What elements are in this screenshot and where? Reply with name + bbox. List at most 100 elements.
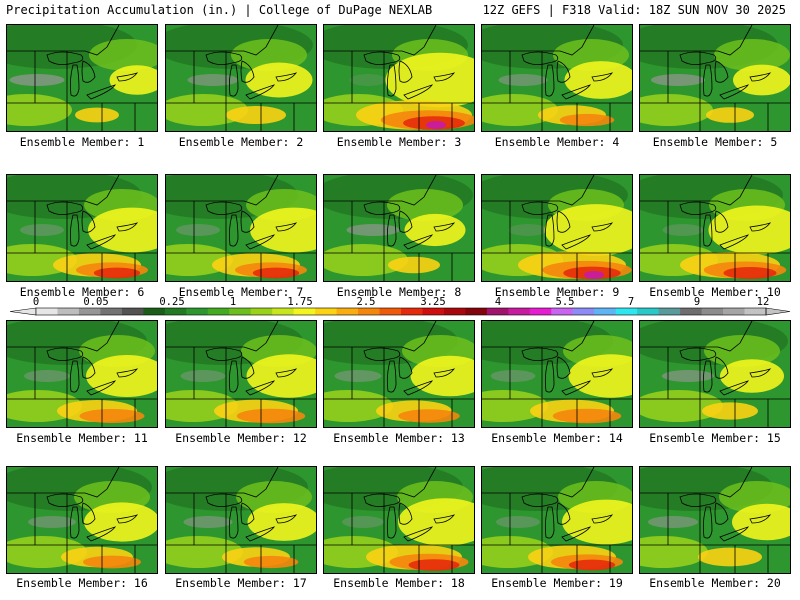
legend-swatch bbox=[164, 308, 187, 315]
ensemble-member-map bbox=[639, 466, 791, 574]
legend-swatch bbox=[701, 308, 724, 315]
precip-field bbox=[324, 321, 474, 427]
ensemble-member-map bbox=[165, 320, 317, 428]
ensemble-member-label: Ensemble Member: 5 bbox=[652, 135, 778, 149]
precip-field bbox=[7, 467, 157, 573]
precip-field bbox=[7, 25, 157, 131]
legend-swatch bbox=[637, 308, 660, 315]
ensemble-member-map bbox=[481, 174, 633, 282]
ensemble-member-label: Ensemble Member: 15 bbox=[649, 431, 781, 445]
legend-tick: 1 bbox=[229, 296, 237, 308]
legend-tick: 3.25 bbox=[420, 296, 446, 308]
legend-tick: 5.5 bbox=[555, 296, 575, 308]
legend-swatch bbox=[508, 308, 531, 315]
legend-tick: 0.05 bbox=[83, 296, 109, 308]
precip-field bbox=[640, 25, 790, 131]
precip-field bbox=[324, 175, 474, 281]
legend-swatch bbox=[680, 308, 702, 315]
ensemble-member-label: Ensemble Member: 2 bbox=[178, 135, 304, 149]
map-outlines bbox=[324, 25, 474, 131]
map-outlines bbox=[482, 467, 632, 573]
ensemble-member-label: Ensemble Member: 1 bbox=[19, 135, 145, 149]
legend-swatch bbox=[315, 308, 337, 315]
precip-field bbox=[166, 25, 316, 131]
legend-swatch bbox=[121, 308, 144, 315]
ensemble-member-label: Ensemble Member: 4 bbox=[494, 135, 620, 149]
ensemble-member-map bbox=[323, 320, 475, 428]
precip-field bbox=[324, 467, 474, 573]
ensemble-member-map bbox=[323, 174, 475, 282]
ensemble-member-label: Ensemble Member: 8 bbox=[336, 285, 462, 299]
ensemble-member-label: Ensemble Member: 7 bbox=[178, 285, 304, 299]
legend-tick: 0 bbox=[32, 296, 40, 308]
map-outlines bbox=[640, 467, 790, 573]
ensemble-member-label: Ensemble Member: 18 bbox=[333, 576, 465, 590]
map-outlines bbox=[324, 175, 474, 281]
ensemble-member-label: Ensemble Member: 12 bbox=[175, 431, 307, 445]
run-valid-info: 12Z GEFS | F318 Valid: 18Z SUN NOV 30 20… bbox=[482, 3, 786, 17]
map-outlines bbox=[324, 467, 474, 573]
legend-swatch bbox=[358, 308, 380, 315]
ensemble-member-map bbox=[165, 24, 317, 132]
ensemble-member-label: Ensemble Member: 9 bbox=[494, 285, 620, 299]
legend-min-arrow bbox=[9, 307, 37, 316]
legend-tick: 9 bbox=[693, 296, 701, 308]
ensemble-member-label: Ensemble Member: 19 bbox=[491, 576, 623, 590]
map-outlines bbox=[7, 25, 157, 131]
map-outlines bbox=[324, 321, 474, 427]
precip-field bbox=[166, 321, 316, 427]
map-outlines bbox=[166, 175, 316, 281]
legend-swatch bbox=[658, 308, 681, 315]
legend-tick: 1.75 bbox=[287, 296, 313, 308]
map-title: Precipitation Accumulation (in.) | Colle… bbox=[6, 3, 433, 17]
legend-max-arrow bbox=[765, 307, 791, 316]
legend-swatch bbox=[379, 308, 402, 315]
precip-field bbox=[482, 25, 632, 131]
map-outlines bbox=[7, 321, 157, 427]
precip-field bbox=[324, 25, 474, 131]
ensemble-member-map bbox=[6, 320, 158, 428]
ensemble-member-map bbox=[6, 174, 158, 282]
precip-field bbox=[7, 175, 157, 281]
legend-swatch bbox=[100, 308, 123, 315]
legend-swatch bbox=[744, 308, 767, 315]
precip-field bbox=[7, 321, 157, 427]
ensemble-member-label: Ensemble Member: 3 bbox=[336, 135, 462, 149]
ensemble-member-label: Ensemble Member: 6 bbox=[19, 285, 145, 299]
ensemble-member-label: Ensemble Member: 14 bbox=[491, 431, 623, 445]
color-legend bbox=[9, 307, 791, 316]
precip-field bbox=[482, 467, 632, 573]
legend-swatch bbox=[422, 308, 445, 315]
legend-swatch bbox=[401, 308, 423, 315]
map-outlines bbox=[166, 467, 316, 573]
legend-tick: 4 bbox=[494, 296, 502, 308]
ensemble-member-map bbox=[639, 320, 791, 428]
ensemble-member-label: Ensemble Member: 17 bbox=[175, 576, 307, 590]
precip-field bbox=[640, 321, 790, 427]
precip-field bbox=[640, 175, 790, 281]
ensemble-member-label: Ensemble Member: 13 bbox=[333, 431, 465, 445]
ensemble-member-map bbox=[6, 24, 158, 132]
ensemble-member-label: Ensemble Member: 20 bbox=[649, 576, 781, 590]
precip-field bbox=[166, 467, 316, 573]
legend-swatch bbox=[78, 308, 101, 315]
map-outlines bbox=[640, 175, 790, 281]
legend-swatch bbox=[529, 308, 552, 315]
legend-swatch bbox=[615, 308, 638, 315]
ensemble-member-map bbox=[639, 174, 791, 282]
legend-swatch bbox=[207, 308, 230, 315]
ensemble-member-label: Ensemble Member: 10 bbox=[649, 285, 781, 299]
legend-swatch bbox=[229, 308, 252, 315]
map-outlines bbox=[482, 175, 632, 281]
legend-tick: 2.5 bbox=[356, 296, 376, 308]
legend-tick: 12 bbox=[756, 296, 770, 308]
ensemble-member-map bbox=[639, 24, 791, 132]
map-outlines bbox=[482, 25, 632, 131]
ensemble-member-label: Ensemble Member: 11 bbox=[16, 431, 148, 445]
legend-swatch bbox=[551, 308, 574, 315]
ensemble-member-map bbox=[165, 466, 317, 574]
ensemble-member-map bbox=[165, 174, 317, 282]
precip-field bbox=[166, 175, 316, 281]
legend-swatch bbox=[572, 308, 595, 315]
ensemble-member-label: Ensemble Member: 16 bbox=[16, 576, 148, 590]
